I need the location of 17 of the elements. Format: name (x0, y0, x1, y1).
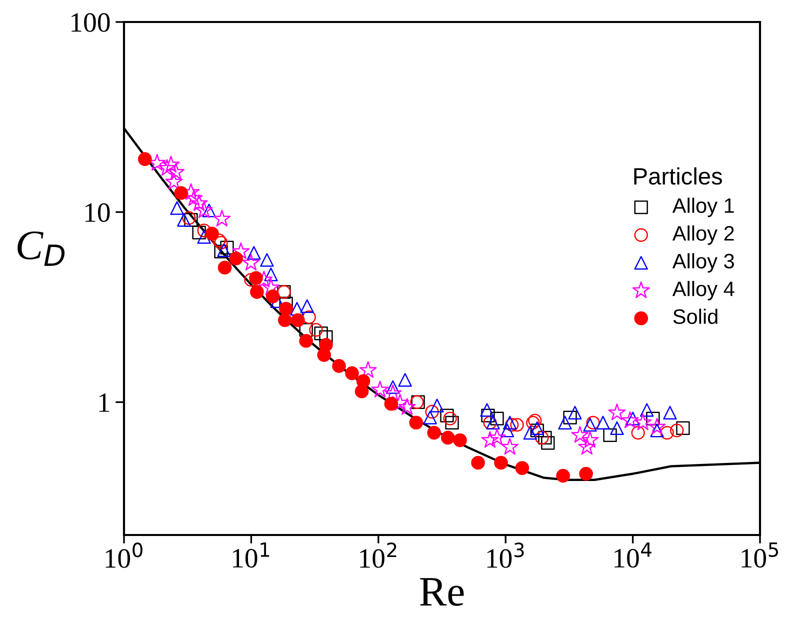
y-tick-label: 1 (99, 393, 110, 412)
x-axis-title: Re (420, 578, 464, 606)
legend-label: Alloy 1 (672, 198, 734, 218)
legend-title: Particles (634, 167, 722, 185)
x-tick-label: 10$^{3}$ (487, 542, 524, 568)
legend-label: Alloy 4 (672, 280, 734, 300)
x-tick-label: 10$^{1}$ (232, 542, 270, 568)
y-tick-label: 10 (85, 203, 110, 222)
legend-label: Alloy 3 (672, 253, 734, 273)
x-tick-label: 10$^{0}$ (106, 542, 142, 568)
x-tick-label: 10$^{4}$ (614, 542, 652, 568)
x-tick-label: 10$^{5}$ (742, 542, 778, 568)
y-tick-label: 100 (72, 13, 110, 32)
legend-label: Solid (673, 308, 718, 324)
legend-label: Alloy 2 (672, 225, 734, 245)
y-axis-title: C$_{D}$ (18, 231, 65, 266)
x-tick-label: 10$^{2}$ (360, 542, 396, 568)
